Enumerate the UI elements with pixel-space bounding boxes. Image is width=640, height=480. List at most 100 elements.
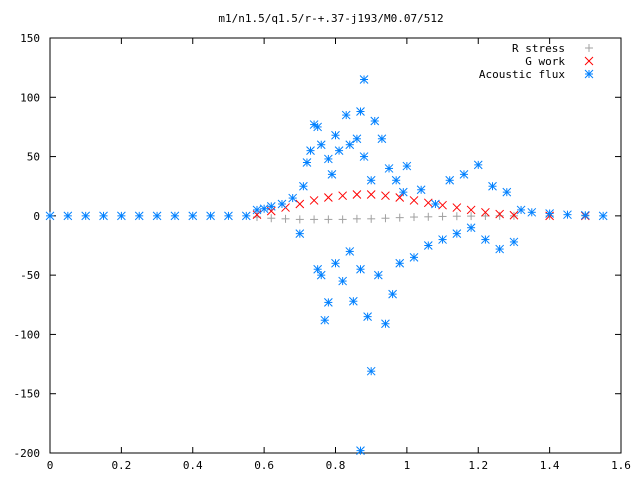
ast-d2 (206, 211, 215, 221)
ast-d2 (252, 205, 262, 215)
ast-d2 (313, 264, 323, 274)
cross-b (381, 191, 390, 201)
ast-d2 (423, 241, 433, 250)
ast-d2 (299, 181, 308, 191)
data-point (63, 211, 73, 221)
ast-d2 (473, 160, 483, 170)
data-point (277, 199, 287, 209)
data-point (295, 215, 304, 224)
axis-ticks: 0 0.2 0.4 0.6 0.8 1 1.2 1.4 1.6 150 100 50 0 -50 -100 -… (14, 32, 631, 472)
legend-marker (585, 44, 593, 52)
legend-label: R stress (512, 42, 565, 55)
x-tick-label: 0 (47, 459, 54, 472)
legend-label: G work (525, 55, 565, 68)
ast-d2 (316, 270, 326, 280)
data-point (338, 215, 347, 224)
cross-b (481, 207, 490, 217)
x-tick-label: 1.4 (540, 459, 560, 472)
cross-b (423, 198, 433, 208)
ast-d2 (359, 75, 369, 84)
data-point (359, 152, 369, 161)
ast-d2 (313, 122, 323, 132)
data-point (373, 270, 383, 280)
data-point (438, 200, 447, 210)
series-g-work (252, 190, 590, 221)
ast-d2 (134, 211, 144, 221)
data-point (431, 199, 440, 209)
data-point (152, 211, 162, 221)
series-acoustic-flux (45, 75, 608, 455)
ast-d2 (495, 244, 505, 254)
data-point (224, 211, 233, 221)
ast-d2 (445, 175, 455, 185)
ast-d2 (438, 235, 447, 244)
legend-marker (584, 56, 594, 66)
y-tick-label: -150 (14, 388, 41, 401)
ast-d2 (488, 181, 497, 191)
ast-d2 (598, 211, 608, 221)
data-point (452, 229, 462, 238)
data-point (345, 140, 355, 150)
data-point (338, 276, 347, 286)
data-point (452, 212, 461, 221)
ast-d2 (324, 154, 333, 164)
ast-d2 (352, 134, 362, 144)
data-point (467, 212, 476, 221)
data-point (352, 214, 361, 223)
data-point (259, 204, 269, 214)
data-point (388, 289, 397, 299)
data-point (395, 193, 405, 202)
ast-d2 (259, 204, 269, 214)
data-point (563, 210, 572, 220)
data-point (527, 207, 537, 217)
data-point (488, 181, 497, 191)
cross-b (324, 193, 333, 202)
data-point (327, 170, 337, 179)
legend-label: Acoustic flux (479, 68, 565, 81)
data-point (241, 211, 251, 221)
data-point (452, 203, 462, 212)
ast-d2 (356, 107, 365, 116)
data-point (331, 258, 340, 268)
ast-d2 (117, 211, 126, 221)
data-point (424, 212, 433, 221)
data-point (481, 235, 490, 244)
data-point (495, 211, 504, 220)
data-point (316, 270, 326, 280)
ast-d2 (63, 211, 73, 221)
ast-d2 (391, 175, 401, 185)
x-tick-label: 1.6 (611, 459, 631, 472)
data-point (338, 191, 347, 201)
ast-d2 (366, 366, 376, 376)
data-point (377, 134, 387, 144)
ast-d2 (366, 175, 376, 185)
data-point (370, 116, 380, 126)
y-tick-label: -50 (20, 269, 40, 282)
data-point (348, 296, 358, 306)
data-point (366, 190, 376, 199)
ast-d2 (309, 120, 319, 129)
data-point (81, 211, 91, 221)
ast-d2 (402, 161, 412, 171)
data-point (366, 175, 376, 185)
data-point (395, 213, 404, 222)
data-point (598, 211, 608, 221)
ast-d2 (527, 207, 537, 217)
data-point (438, 235, 447, 244)
ast-d2 (334, 146, 344, 155)
chart-title: m1/n1.5/q1.5/r-+.37-j193/M0.07/512 (218, 12, 443, 25)
cross-b (495, 209, 505, 219)
data-point (438, 212, 447, 221)
ast-d2 (466, 223, 476, 233)
data-point (306, 146, 315, 155)
data-point (466, 223, 476, 233)
data-point (302, 158, 312, 167)
ast-d2 (266, 202, 276, 211)
data-point (445, 175, 455, 185)
data-point (334, 146, 344, 155)
cross-b (509, 210, 519, 220)
data-point (516, 205, 526, 215)
cross-b (352, 190, 362, 199)
